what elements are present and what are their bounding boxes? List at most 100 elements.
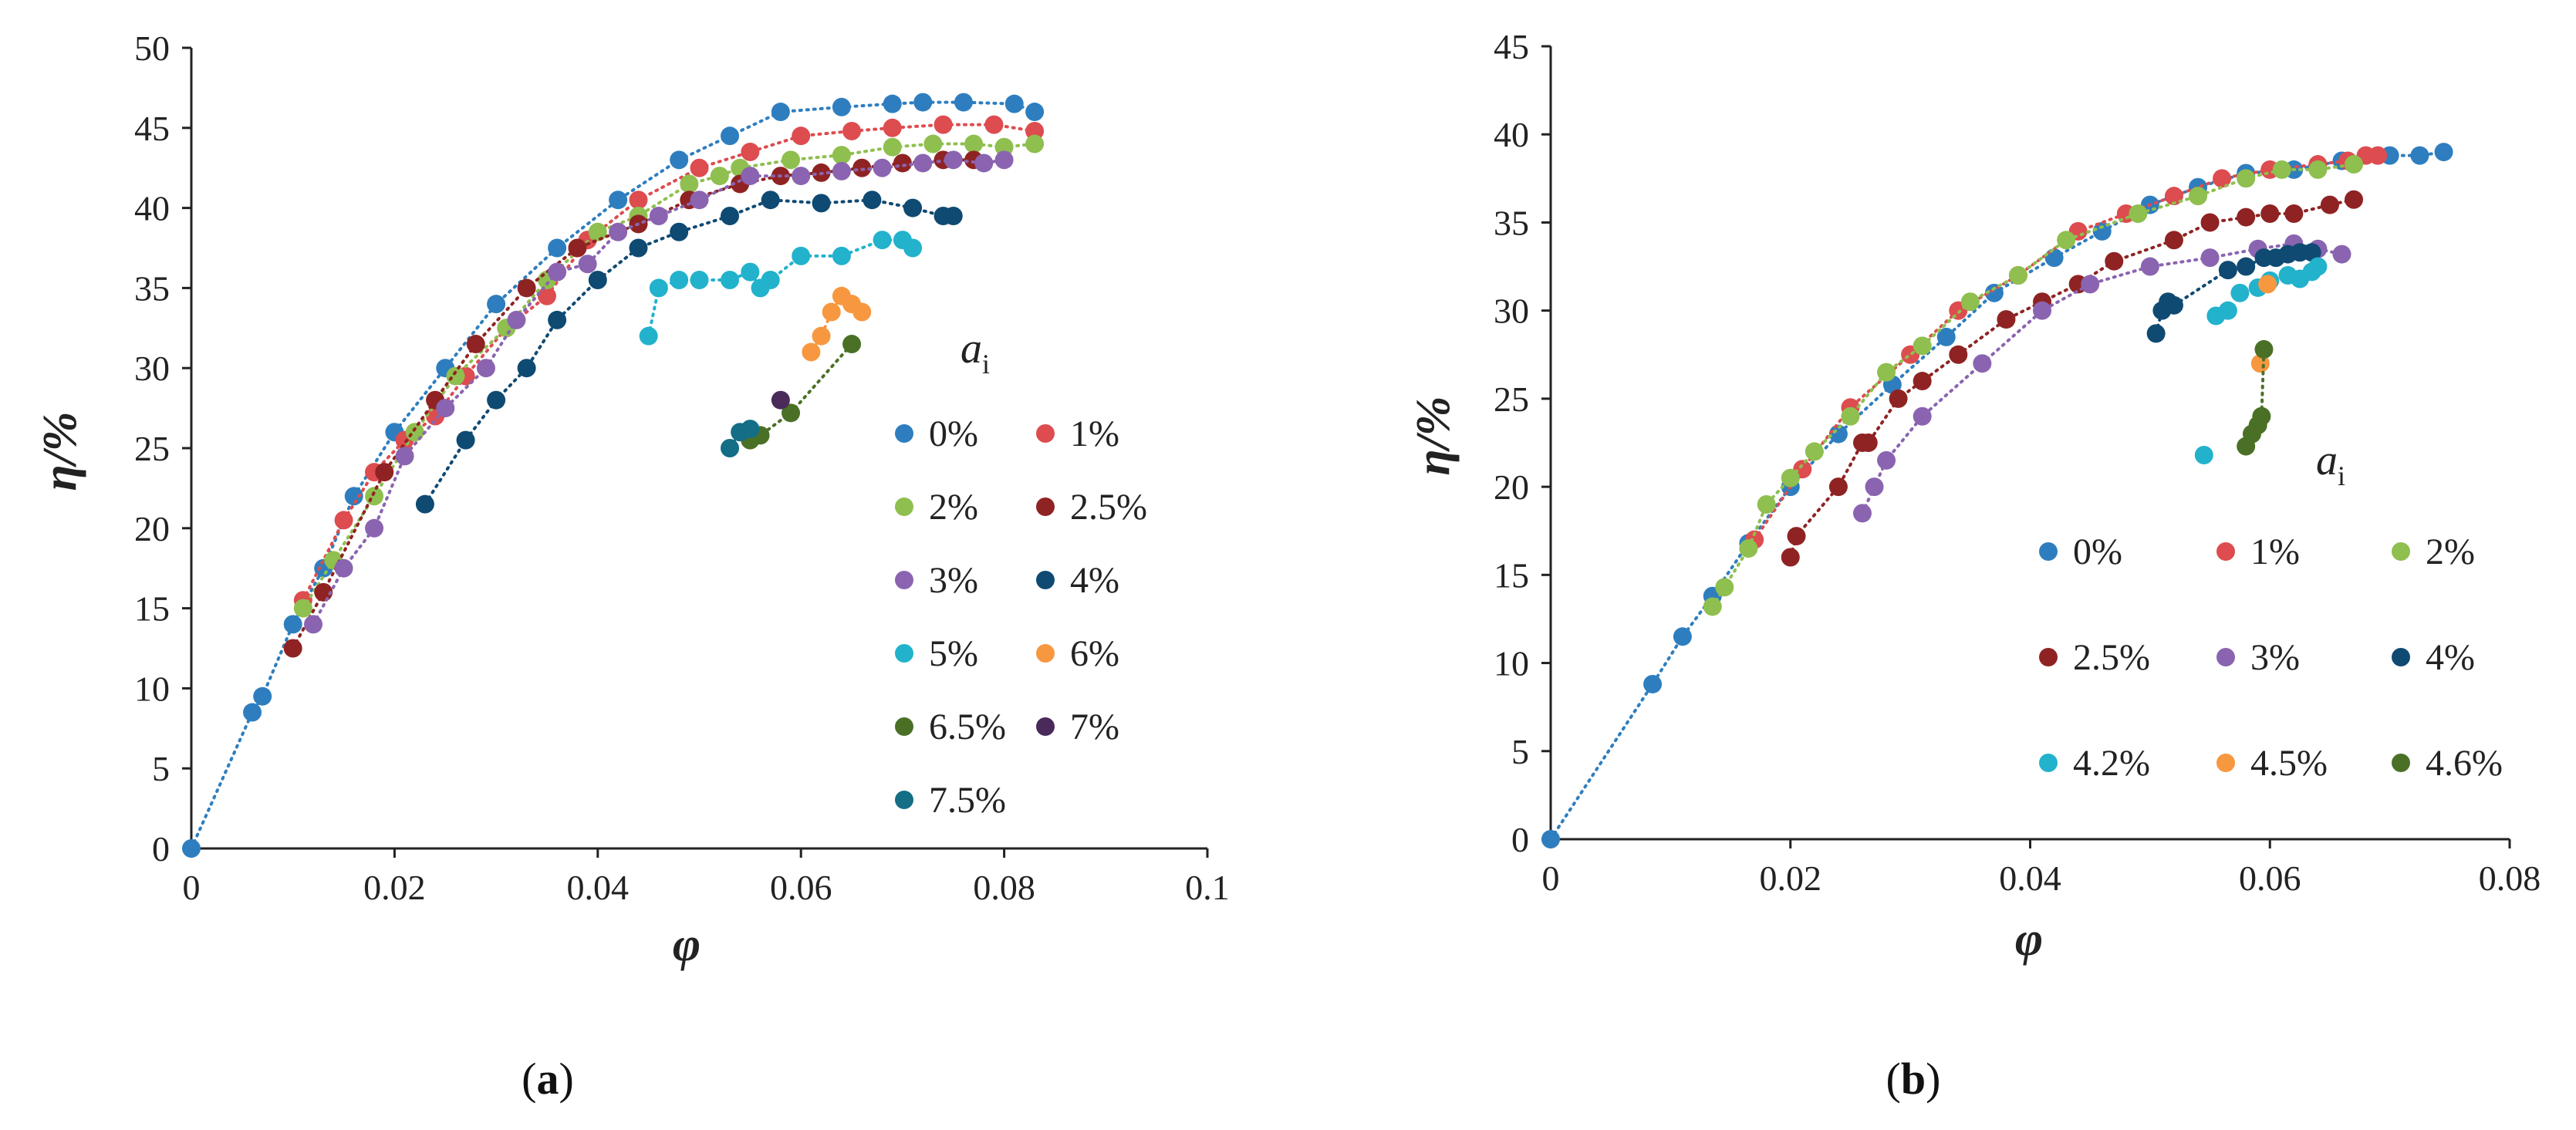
- panel-b-point-4-2pct: [2218, 301, 2237, 320]
- panel-b-point-3pct: [2081, 275, 2100, 294]
- panel-b-point-2pct: [1703, 597, 1722, 616]
- panel-a-y-tick-label: 35: [134, 268, 170, 308]
- panel-a-point-4pct: [487, 390, 506, 410]
- panel-a-point-5pct: [721, 271, 740, 290]
- panel-a-point-0pct: [182, 839, 201, 858]
- panel-a-point-2pct: [446, 366, 465, 386]
- panel-b-point-2-5pct: [2105, 251, 2124, 271]
- panel-a-legend-label-1pct: 1%: [1070, 413, 1119, 454]
- panel-a-point-3pct: [944, 150, 963, 170]
- panel-a-legend-item-4pct: 4%: [1036, 560, 1119, 601]
- panel-a-point-2pct: [588, 222, 607, 241]
- panel-a-point-1pct: [334, 511, 353, 530]
- panel-a-legend-marker-7-5pct: [895, 791, 913, 809]
- panel-a-x-axis-title: φ: [673, 919, 701, 971]
- panel-b-point-3pct: [2200, 248, 2220, 268]
- panel-b-series-4-6pct: [2237, 339, 2274, 456]
- panel-b-legend-item-0pct: 0%: [2039, 531, 2122, 572]
- panel-a-point-3pct: [974, 153, 994, 173]
- panel-a-point-0pct: [283, 615, 302, 634]
- panel-b-point-2-5pct: [1859, 433, 1878, 452]
- panel-a-series-7pct: [771, 390, 790, 410]
- panel-a-chart: 0 0.02 0.04 0.06 0.08 0.1 0 5 10 15 20 25 30 35 40 45 50…: [34, 29, 1230, 1104]
- panel-a-point-4pct: [903, 198, 923, 218]
- panel-b-point-4pct: [2302, 243, 2321, 262]
- panel-a-point-7-5pct: [741, 420, 760, 439]
- panel-b-legend-item-1pct: 1%: [2216, 531, 2300, 572]
- panel-a-point-5pct: [690, 271, 709, 290]
- panel-a-point-4pct: [944, 206, 963, 225]
- panel-b-legend-label-4pct: 4%: [2426, 637, 2475, 678]
- panel-a-point-3pct: [609, 222, 628, 241]
- panel-b-y-tick-label: 40: [1494, 115, 1529, 154]
- panel-a-point-4pct: [548, 310, 567, 329]
- panel-a-point-0pct: [487, 295, 506, 314]
- panel-a-point-5pct: [792, 246, 811, 265]
- panel-b-legend-title-subscript: i: [2338, 460, 2345, 491]
- panel-b-chart: 0 0.02 0.04 0.06 0.08 0 5 10 15 20 25 30 35 40 45 φ η/% a…: [1407, 27, 2541, 1104]
- panel-a-point-4pct: [670, 222, 689, 241]
- panel-b-point-0pct: [2092, 221, 2112, 241]
- panel-a-x-tick-label: 0.1: [1185, 868, 1230, 907]
- panel-b-series-2pct: [1703, 155, 2364, 616]
- panel-a-point-4pct: [721, 206, 740, 225]
- panel-a-series-2-5pct: [283, 150, 984, 658]
- panel-b-point-4-6pct: [2252, 406, 2271, 426]
- panel-a-point-3pct: [578, 255, 597, 274]
- panel-b-legend-item-4pct: 4%: [2392, 637, 2475, 678]
- panel-b-point-2-5pct: [1997, 310, 2016, 329]
- panel-a-legend-title: ai: [961, 325, 990, 379]
- panel-a-series-0pct: [182, 93, 1045, 858]
- panel-a-label: (a): [522, 1054, 574, 1104]
- panel-a-trendline-2pct: [301, 142, 1037, 610]
- panel-a-point-1pct: [984, 115, 1004, 134]
- panel-a-point-4pct: [812, 194, 831, 213]
- panel-b-point-2-5pct: [1787, 527, 1806, 546]
- panel-b-point-4pct: [2237, 257, 2256, 276]
- panel-b-legend-title: ai: [2316, 437, 2345, 491]
- panel-b-point-4-2pct: [2194, 445, 2213, 464]
- panel-a-series-2pct: [293, 134, 1045, 618]
- panel-b-point-0pct: [1541, 830, 1560, 848]
- panel-b-point-2-5pct: [2200, 213, 2220, 232]
- panel-a-point-0pct: [253, 686, 272, 706]
- panel-b-point-4-6pct: [2254, 339, 2274, 359]
- panel-b-label: (b): [1886, 1054, 1941, 1104]
- panel-b-point-3pct: [1913, 406, 1932, 426]
- panel-a-x-tick-label: 0.06: [770, 868, 832, 907]
- panel-a-legend-marker-3pct: [895, 571, 913, 589]
- panel-a-point-0pct: [913, 93, 933, 112]
- panel-b-x-tick-label: 0.04: [1999, 858, 2061, 898]
- panel-a-point-3pct: [649, 206, 668, 225]
- panel-b-legend-item-4-5pct: 4.5%: [2216, 743, 2328, 784]
- panel-b-y-tick-label: 45: [1494, 27, 1529, 66]
- panel-b-legend-label-3pct: 3%: [2250, 637, 2300, 678]
- panel-a-legend-marker-1pct: [1036, 424, 1055, 443]
- panel-b-point-0pct: [2410, 146, 2429, 165]
- panel-a-point-4pct: [588, 271, 607, 290]
- panel-b-legend-marker-2-5pct: [2039, 648, 2058, 666]
- panel-b-point-2pct: [1841, 406, 1860, 426]
- panel-b-point-3pct: [1852, 504, 1872, 523]
- panel-a-legend-marker-5pct: [895, 644, 913, 663]
- panel-a-legend-item-1pct: 1%: [1036, 413, 1119, 454]
- panel-a-legend-marker-6pct: [1036, 644, 1055, 663]
- panel-a-point-3pct: [304, 615, 323, 634]
- panel-a-point-2-5pct: [466, 335, 485, 354]
- panel-a-point-1pct: [883, 118, 902, 137]
- panel-b-x-tick-label: 0.06: [2239, 858, 2301, 898]
- panel-b-legend: ai 0% 1% 2% 2.5% 3% 4% 4.2% 4.5% 4.6%: [2039, 437, 2503, 784]
- panel-a-point-1pct: [537, 286, 556, 305]
- panel-b-legend-item-2-5pct: 2.5%: [2039, 637, 2150, 678]
- panel-a-point-3pct: [913, 153, 933, 173]
- panel-a-point-2-5pct: [314, 582, 333, 602]
- panel-a-legend-label-6pct: 6%: [1070, 633, 1119, 674]
- panel-b-y-tick-label: 5: [1511, 732, 1529, 771]
- panel-a-point-4pct: [863, 191, 882, 210]
- panel-a-point-3pct: [690, 191, 709, 210]
- panel-a-point-0pct: [344, 487, 363, 506]
- panel-a-y-tick-label: 50: [134, 29, 170, 68]
- panel-a-legend-item-6-5pct: 6.5%: [895, 707, 1006, 747]
- panel-a-legend-marker-4pct: [1036, 571, 1055, 589]
- panel-a-series-7-5pct: [721, 420, 760, 457]
